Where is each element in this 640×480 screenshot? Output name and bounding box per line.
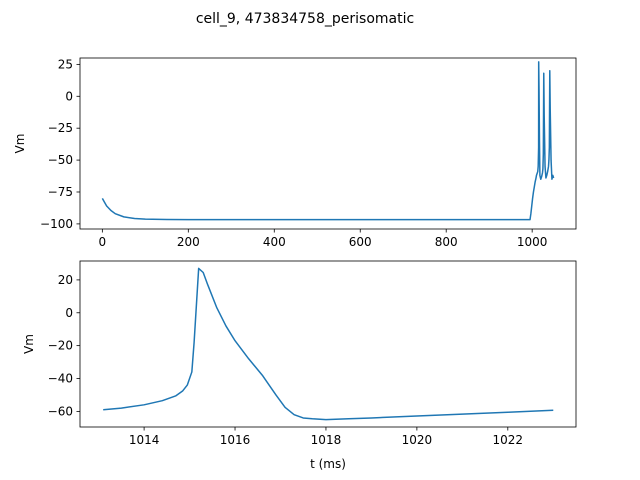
x-tick-label: 1014 bbox=[129, 433, 160, 447]
y-axis-label: Vm bbox=[22, 334, 36, 354]
y-tick-label: −50 bbox=[48, 153, 73, 167]
x-axis-label: t (ms) bbox=[310, 457, 346, 471]
y-tick-label: 0 bbox=[65, 89, 73, 103]
y-tick-label: 25 bbox=[58, 57, 73, 71]
top-voltage-plot: 0 200 400 600 800 1000 −100 −75 −50 −25 0 25 Vm bbox=[13, 57, 577, 249]
axes-frame bbox=[79, 260, 577, 428]
y-tick-label: −60 bbox=[48, 404, 73, 418]
x-tick-label: 1000 bbox=[517, 235, 548, 249]
x-tick-label: 200 bbox=[177, 235, 200, 249]
x-tick-label: 1016 bbox=[220, 433, 251, 447]
y-tick-label: 20 bbox=[58, 273, 73, 287]
series-line-0 bbox=[103, 267, 554, 421]
bottom-voltage-zoom-plot: 1014 1016 1018 1020 1022 −60 −40 −20 0 20 Vm t (ms) bbox=[22, 260, 577, 471]
series-line-0 bbox=[101, 61, 555, 221]
y-tick-label: −25 bbox=[48, 121, 73, 135]
x-tick-label: 0 bbox=[99, 235, 107, 249]
x-tick-label: 1022 bbox=[493, 433, 524, 447]
y-tick-label: −75 bbox=[48, 185, 73, 199]
x-tick-label: 1020 bbox=[402, 433, 433, 447]
y-tick-label: 0 bbox=[65, 306, 73, 320]
x-tick-label: 400 bbox=[263, 235, 286, 249]
y-tick-label: −40 bbox=[48, 372, 73, 386]
y-axis-label: Vm bbox=[13, 134, 27, 154]
y-tick-label: −20 bbox=[48, 339, 73, 353]
x-tick-label: 1018 bbox=[311, 433, 342, 447]
y-tick-label: −100 bbox=[40, 217, 73, 231]
x-tick-label: 600 bbox=[349, 235, 372, 249]
x-tick-label: 800 bbox=[435, 235, 458, 249]
axes-frame bbox=[79, 57, 577, 230]
figure-suptitle: cell_9, 473834758_perisomatic bbox=[196, 11, 414, 27]
